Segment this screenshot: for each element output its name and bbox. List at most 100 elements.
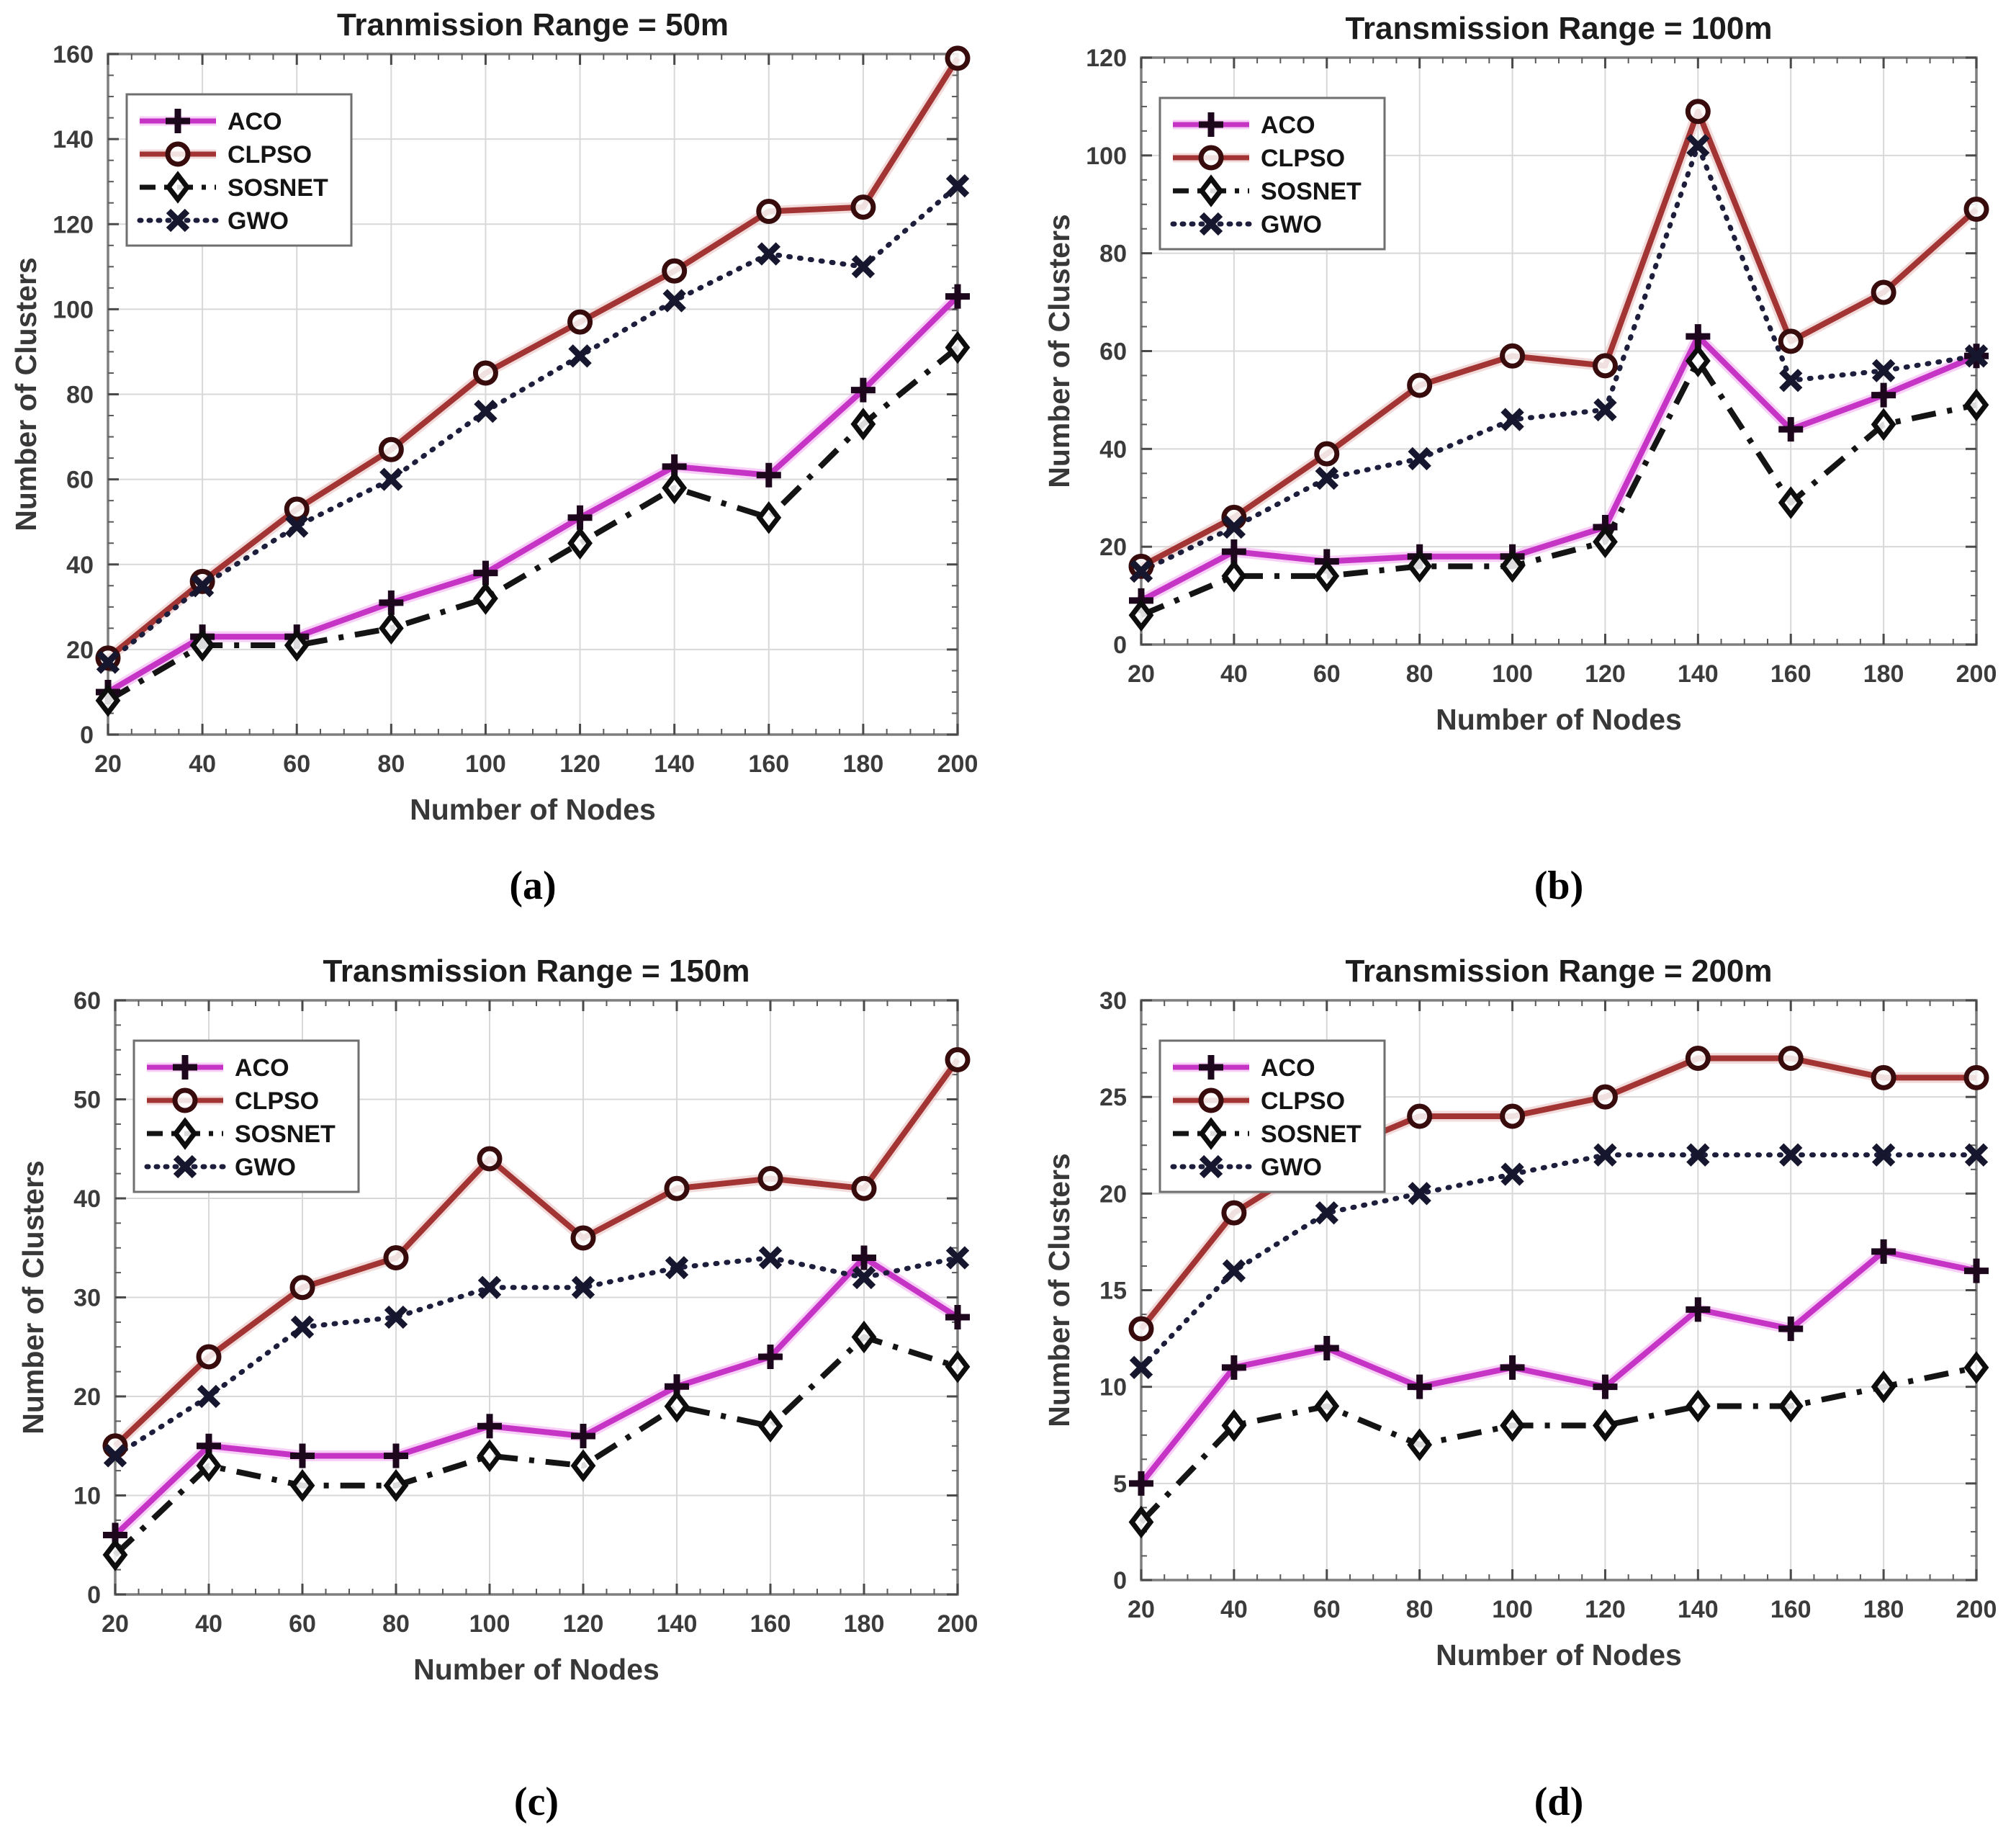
svg-text:160: 160 — [53, 41, 94, 68]
svg-text:120: 120 — [1585, 660, 1626, 688]
svg-text:60: 60 — [289, 1610, 316, 1638]
svg-text:30: 30 — [1099, 987, 1127, 1015]
svg-text:60: 60 — [1313, 1596, 1341, 1623]
svg-text:100: 100 — [1086, 143, 1127, 170]
series-line-aco — [113, 1255, 960, 1538]
svg-text:100: 100 — [1492, 660, 1533, 688]
svg-text:60: 60 — [1099, 338, 1127, 366]
svg-text:40: 40 — [195, 1610, 222, 1638]
tick-labels: 20 40 60 80 100 120 140 160 180 20002040608010012… — [53, 41, 978, 778]
legend-label-clpso: CLPSO — [228, 141, 312, 169]
series-markers — [95, 45, 971, 717]
legend-label-sosnet: SOSNET — [1261, 1121, 1362, 1148]
svg-text:10: 10 — [73, 1483, 101, 1510]
chart-d-cell: 20 40 60 80 100 120 140 160 180 200 0 5 10 15 20 25 30 Tr… — [1008, 918, 2016, 1835]
chart-d-svg: 20 40 60 80 100 120 140 160 180 200 0 5 10 15 20 25 30 Tr… — [1043, 954, 1997, 1672]
svg-text:0: 0 — [1113, 632, 1127, 659]
svg-text:80: 80 — [1406, 660, 1434, 688]
svg-text:60: 60 — [1313, 660, 1341, 688]
svg-text:20: 20 — [94, 750, 122, 778]
chart-title: Transmission Range = 200m — [1345, 954, 1772, 989]
legend-label-sosnet: SOSNET — [235, 1121, 336, 1148]
svg-text:10: 10 — [1099, 1374, 1127, 1401]
svg-text:40: 40 — [1099, 436, 1127, 463]
series-lines — [102, 53, 963, 704]
legend-label-clpso: CLPSO — [235, 1087, 319, 1115]
svg-text:200: 200 — [1956, 660, 1997, 688]
series-markers — [1128, 1046, 1989, 1539]
legend: ACO CLPSO SOSNET GWO — [1158, 97, 1386, 251]
svg-text:140: 140 — [1678, 1596, 1719, 1623]
legend: ACO CLPSO SOSNET GWO — [1158, 1039, 1386, 1193]
svg-text:40: 40 — [66, 552, 94, 579]
svg-text:80: 80 — [66, 382, 94, 409]
legend-label-sosnet: SOSNET — [1261, 178, 1362, 205]
tick-labels: 20 40 60 80 100 120 140 160 180 20002040608010012… — [1086, 45, 1997, 688]
svg-text:60: 60 — [73, 987, 101, 1015]
x-axis-label: Number of Nodes — [1436, 703, 1682, 736]
x-axis-label: Number of Nodes — [1436, 1638, 1682, 1672]
svg-text:40: 40 — [189, 750, 216, 778]
legend-label-aco: ACO — [1261, 1054, 1315, 1082]
legend-label-gwo: GWO — [235, 1154, 296, 1181]
svg-text:160: 160 — [750, 1610, 791, 1638]
svg-text:200: 200 — [937, 1610, 978, 1638]
svg-text:20: 20 — [66, 637, 94, 664]
svg-text:80: 80 — [377, 750, 405, 778]
chart-title: Transmission Range = 100m — [1345, 11, 1772, 46]
svg-text:20: 20 — [1128, 660, 1155, 688]
series-markers — [1128, 99, 1989, 632]
chart-a-cell: 20 40 60 80 100 120 140 160 180 200 0 20 40 60 80 100 12… — [0, 0, 1008, 918]
legend: ACO CLPSO SOSNET GWO — [125, 93, 353, 247]
svg-text:0: 0 — [87, 1581, 101, 1609]
chart-c-cell: 20 40 60 80 100 120 140 160 180 200 0 10 20 30 40 50 60 T… — [0, 918, 1008, 1835]
chart-a-svg: 20 40 60 80 100 120 140 160 180 20002040608010012… — [9, 7, 978, 826]
svg-text:25: 25 — [1099, 1084, 1127, 1111]
svg-text:120: 120 — [563, 1610, 604, 1638]
series-line-clpso — [113, 1058, 960, 1448]
series-line-gwo — [1138, 1152, 1979, 1370]
y-axis-label: Number of Clusters — [17, 1160, 50, 1434]
svg-text:60: 60 — [283, 750, 310, 778]
series-line-gwo — [112, 1255, 960, 1458]
chart-a-caption: (a) — [509, 863, 557, 908]
series-line-clpso — [1140, 108, 1979, 569]
svg-text:200: 200 — [937, 750, 978, 778]
y-axis-label: Number of Clusters — [1043, 1153, 1076, 1427]
chart-b: 20 40 60 80 100 120 140 160 180 200 0 20 40 60 80 100 12… — [1008, 0, 2016, 918]
legend-label-aco: ACO — [1261, 112, 1315, 139]
axis-ticks — [1140, 999, 1978, 1581]
svg-text:180: 180 — [1863, 660, 1904, 688]
svg-text:5: 5 — [1113, 1471, 1127, 1498]
legend-label-gwo: GWO — [1261, 211, 1322, 238]
svg-text:140: 140 — [654, 750, 695, 778]
svg-text:20: 20 — [1099, 1180, 1127, 1208]
series-line-aco — [1138, 1248, 1977, 1486]
series-lines — [109, 1054, 963, 1557]
chart-b-cell: 20 40 60 80 100 120 140 160 180 200 0 20 40 60 80 100 12… — [1008, 0, 2016, 918]
svg-text:0: 0 — [80, 722, 94, 749]
chart-c: 20 40 60 80 100 120 140 160 180 200 0 10 20 30 40 50 60 T… — [0, 918, 1008, 1835]
svg-text:120: 120 — [1086, 45, 1127, 72]
series-line-clpso — [106, 56, 960, 660]
svg-text:30: 30 — [73, 1285, 101, 1312]
svg-text:20: 20 — [1128, 1596, 1155, 1623]
svg-text:100: 100 — [1492, 1596, 1533, 1623]
svg-text:140: 140 — [53, 126, 94, 153]
chart-c-svg: 20 40 60 80 100 120 140 160 180 200 0 10 20 30 40 50 60 T… — [17, 954, 978, 1686]
legend: ACO CLPSO SOSNET GWO — [132, 1039, 360, 1193]
svg-text:120: 120 — [1585, 1596, 1626, 1623]
chart-d-caption: (d) — [1534, 1780, 1584, 1824]
chart-b-caption: (b) — [1534, 863, 1584, 908]
series-line-gwo — [1138, 143, 1979, 574]
legend-label-clpso: CLPSO — [1261, 1087, 1345, 1115]
svg-text:40: 40 — [1220, 660, 1248, 688]
series-markers — [102, 1047, 971, 1571]
x-axis-label: Number of Nodes — [413, 1653, 660, 1686]
x-axis-label: Number of Nodes — [410, 793, 656, 826]
svg-text:120: 120 — [53, 211, 94, 238]
series-line-sosnet — [1139, 1364, 1977, 1525]
svg-text:160: 160 — [1770, 660, 1812, 688]
svg-text:15: 15 — [1099, 1278, 1127, 1305]
